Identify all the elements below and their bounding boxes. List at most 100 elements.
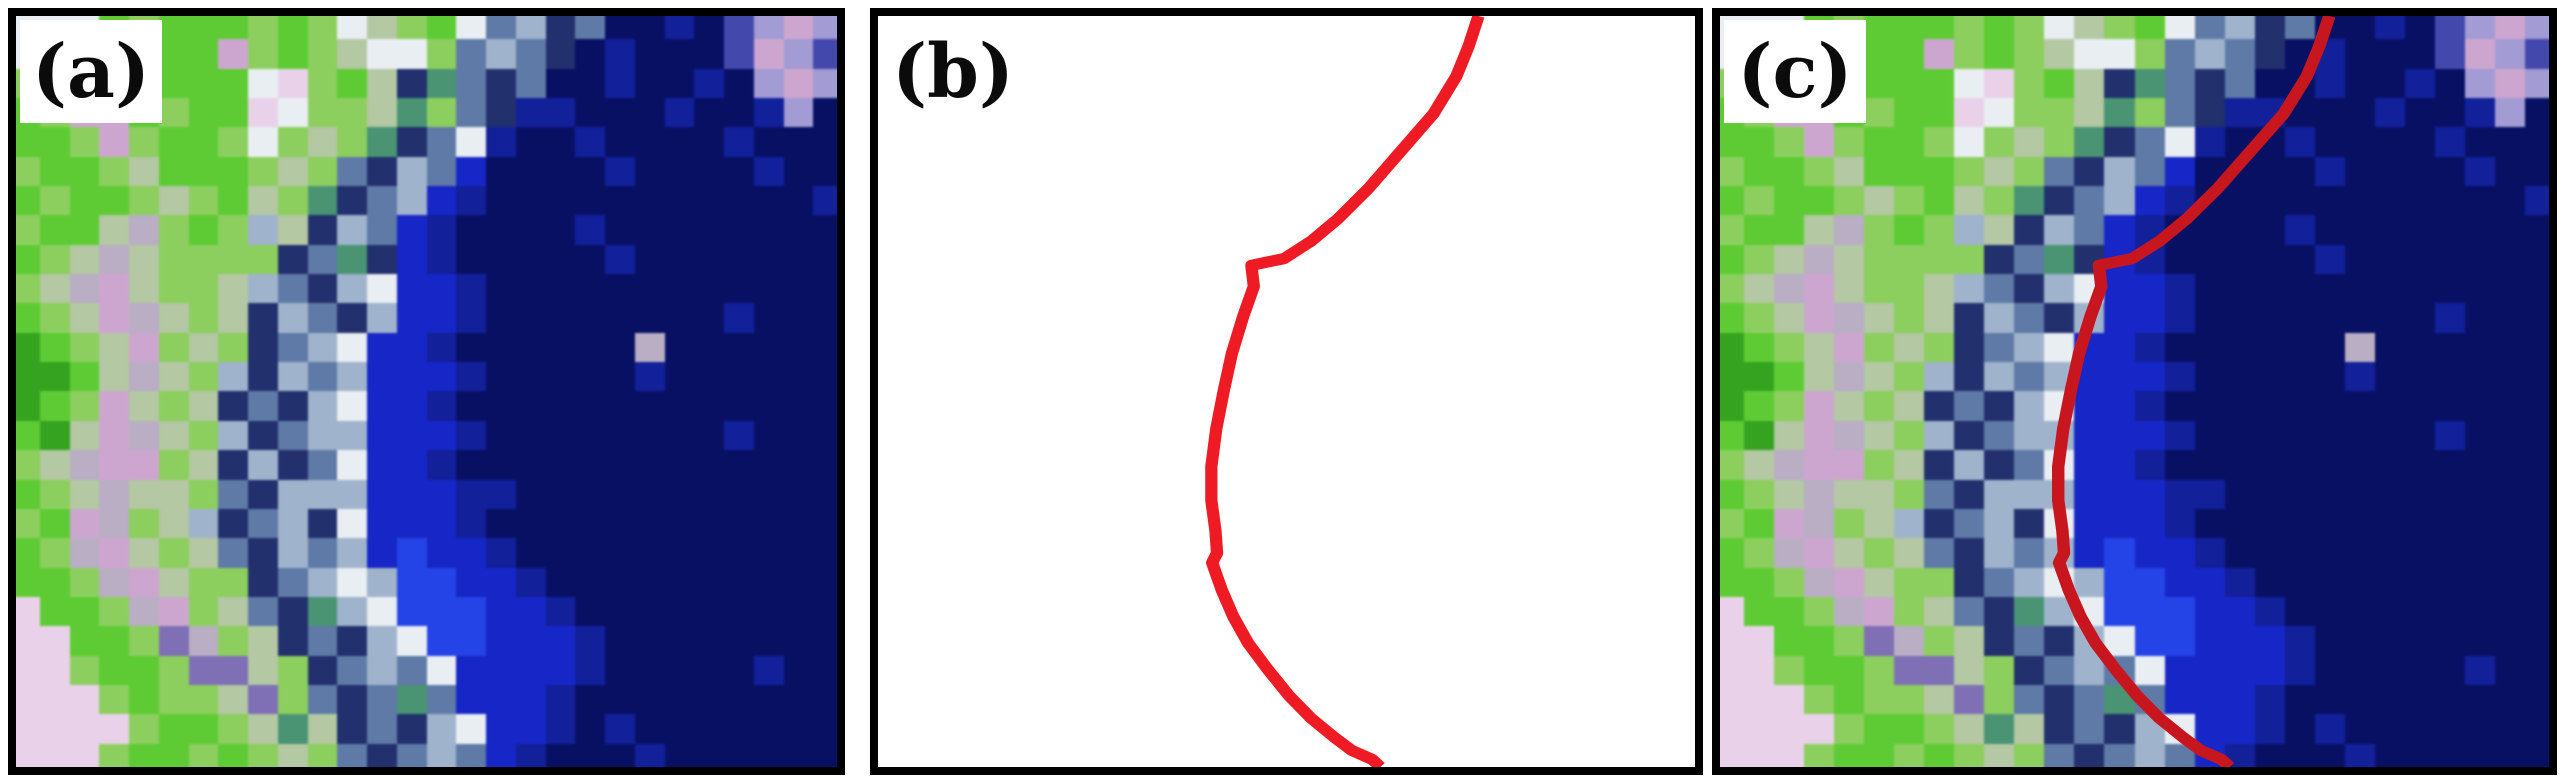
image-pixel [277,39,308,69]
image-pixel [218,244,248,275]
image-pixel [39,186,70,216]
image-pixel [158,479,189,509]
image-pixel [426,420,457,451]
image-pixel [2404,567,2435,597]
image-pixel [2344,362,2375,392]
image-pixel [783,303,814,333]
image-pixel [1804,655,1835,685]
image-pixel [545,156,576,187]
image-pixel [277,244,308,275]
panel-c: (c) [1712,8,2557,775]
image-pixel [188,16,219,40]
image-pixel [2224,274,2255,304]
image-pixel [634,655,665,685]
image-pixel [218,362,248,392]
image-pixel [2074,68,2105,99]
image-pixel [664,479,695,509]
image-pixel [1894,156,1925,187]
image-pixel [1744,244,1775,275]
image-pixel [2344,743,2375,767]
image-pixel [1894,626,1925,656]
image-pixel [367,156,397,187]
image-pixel [813,596,837,627]
image-pixel [634,303,665,333]
image-pixel [426,450,457,480]
image-pixel [188,156,219,187]
image-pixel [575,98,605,128]
image-pixel [2404,303,2435,333]
image-pixel [724,127,754,157]
image-pixel [545,274,576,304]
image-pixel [1744,420,1775,451]
image-pixel [16,127,40,157]
image-pixel [2314,156,2345,187]
image-pixel [575,16,605,40]
image-pixel [753,39,784,69]
image-pixel [664,156,695,187]
image-pixel [337,626,367,656]
image-pixel [2014,626,2045,656]
image-pixel [39,450,70,480]
image-pixel [1924,479,1955,509]
image-pixel [664,39,695,69]
image-pixel [1774,362,1805,392]
image-pixel [2374,684,2405,715]
image-pixel [545,16,576,40]
image-pixel [1834,362,1865,392]
image-pixel [664,538,695,568]
image-pixel [575,186,605,216]
image-pixel [2464,567,2495,597]
image-pixel [2374,215,2405,245]
image-pixel [2404,16,2435,40]
image-pixel [2314,98,2345,128]
image-pixel [69,362,100,392]
image-pixel [605,303,635,333]
image-pixel [2014,596,2045,627]
image-pixel [367,538,397,568]
image-pixel [99,655,129,685]
image-pixel [2104,127,2135,157]
image-pixel [486,274,516,304]
image-pixel [16,274,40,304]
image-pixel [515,127,546,157]
image-pixel [218,508,248,539]
image-pixel [1924,16,1955,40]
image-pixel [515,508,546,539]
image-pixel [2434,508,2465,539]
image-pixel [634,186,665,216]
image-pixel [2254,332,2285,363]
image-pixel [2404,420,2435,451]
image-pixel [2464,244,2495,275]
image-pixel [2314,626,2345,656]
image-pixel [2014,743,2045,767]
image-pixel [396,98,427,128]
image-pixel [515,450,546,480]
image-pixel [1954,186,1985,216]
image-pixel [1894,538,1925,568]
image-pixel [2254,743,2285,767]
image-pixel [575,362,605,392]
image-pixel [307,626,338,656]
image-pixel [1804,450,1835,480]
image-pixel [69,127,100,157]
image-pixel [2464,274,2495,304]
image-pixel [634,274,665,304]
image-pixel [2014,420,2045,451]
image-pixel [783,274,814,304]
image-pixel [634,391,665,421]
image-pixel [2284,127,2315,157]
image-pixel [1924,391,1955,421]
image-pixel [218,186,248,216]
image-pixel [337,244,367,275]
image-pixel [337,567,367,597]
image-pixel [188,39,219,69]
image-pixel [1720,538,1745,568]
image-pixel [2464,215,2495,245]
image-pixel [2404,127,2435,157]
image-pixel [724,626,754,656]
image-pixel [2194,127,2225,157]
image-pixel [1744,567,1775,597]
image-pixel [307,215,338,245]
image-pixel [16,215,40,245]
image-pixel [753,391,784,421]
